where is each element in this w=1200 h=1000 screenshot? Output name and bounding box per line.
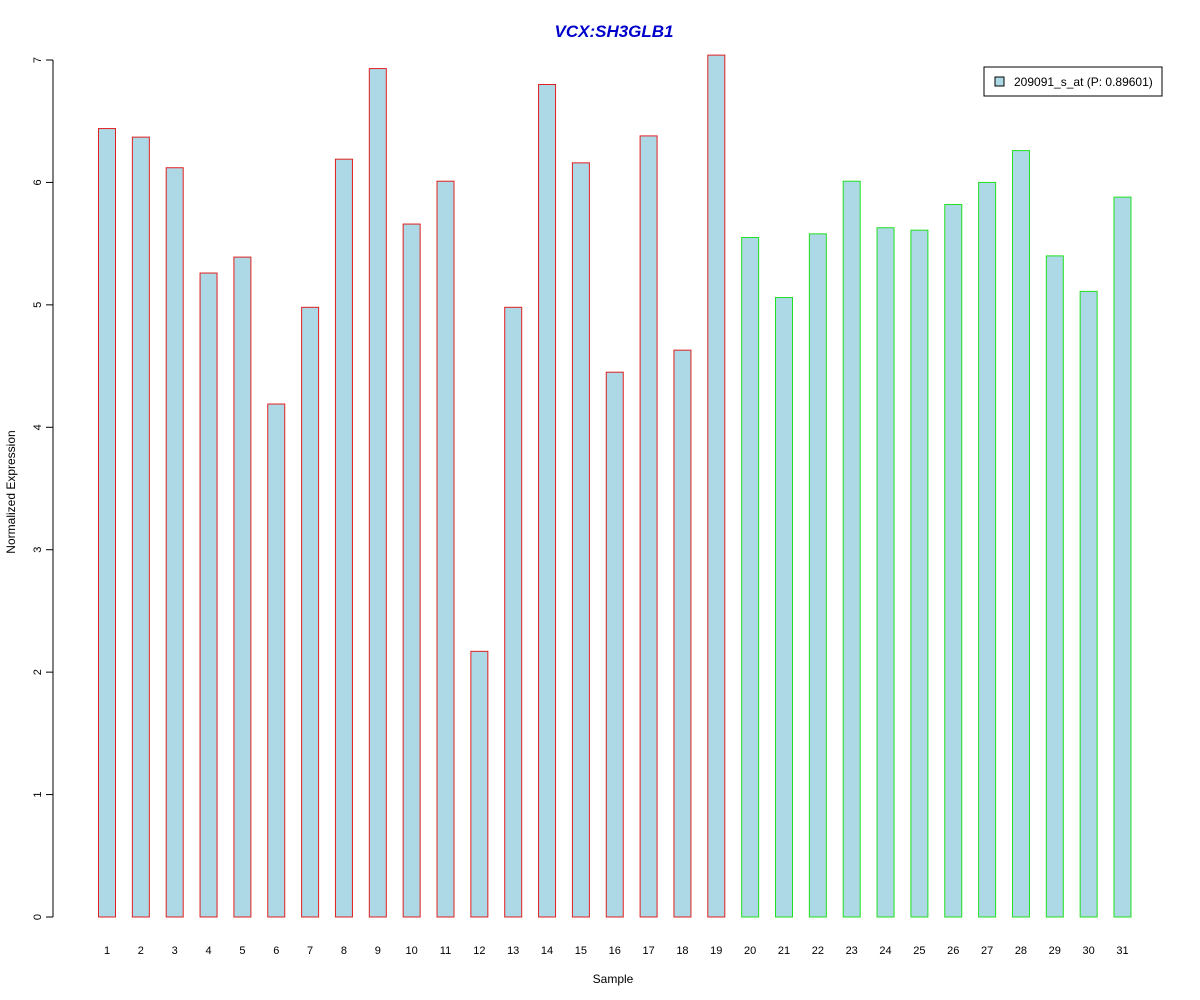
bar-sample-25 (910, 229, 929, 918)
x-tick-label: 10 (406, 945, 418, 957)
bar-sample-23 (842, 180, 861, 918)
x-tick-label: 24 (879, 945, 891, 957)
x-tick-label: 18 (676, 945, 688, 957)
x-tick-label: 13 (507, 945, 519, 957)
x-tick-label: 6 (273, 945, 279, 957)
x-tick-label: 16 (609, 945, 621, 957)
x-tick-label: 19 (710, 945, 722, 957)
bar-sample-26 (944, 203, 963, 918)
x-tick-label: 12 (473, 945, 485, 957)
x-axis-label: Sample (593, 972, 634, 986)
bar-sample-28 (1011, 150, 1030, 918)
x-tick-label: 14 (541, 945, 553, 957)
x-tick-label: 17 (642, 945, 654, 957)
y-tick-label: 0 (32, 914, 44, 920)
x-tick-label: 23 (846, 945, 858, 957)
x-tick-label: 20 (744, 945, 756, 957)
y-tick-label: 6 (32, 179, 44, 185)
x-tick-label: 27 (981, 945, 993, 957)
bar-sample-6 (267, 403, 286, 918)
legend-box (983, 66, 1163, 97)
x-tick-labels: 1 2 3 4 5 6 7 8 9 10 11 12 13 14 15 16 17 18 19 20 21 22 23 24 2… (104, 945, 1129, 957)
bar-sample-12 (470, 650, 489, 918)
bars (98, 54, 1132, 918)
bar-sample-20 (741, 237, 760, 918)
bar-sample-17 (639, 135, 658, 918)
bar-sample-8 (334, 158, 353, 918)
bar-sample-5 (233, 256, 252, 918)
y-tick-label: 3 (32, 547, 44, 553)
bar-sample-22 (808, 233, 827, 918)
x-tick-label: 5 (239, 945, 245, 957)
bar-sample-21 (775, 297, 793, 918)
bar-sample-9 (368, 68, 387, 918)
x-tick-label: 2 (138, 945, 144, 957)
bar-sample-24 (876, 227, 895, 918)
bar-sample-29 (1045, 255, 1064, 918)
x-tick-label: 8 (341, 945, 347, 957)
x-tick-label: 22 (812, 945, 824, 957)
y-tick-label: 2 (32, 669, 44, 675)
bar-sample-16 (605, 371, 624, 918)
bar-sample-30 (1079, 290, 1098, 918)
x-tick-label: 28 (1015, 945, 1027, 957)
bar-sample-15 (571, 162, 590, 918)
y-tick-label: 7 (32, 57, 44, 63)
x-tick-label: 11 (440, 945, 451, 957)
bar-sample-11 (436, 180, 455, 918)
bar-sample-2 (131, 136, 150, 918)
legend-swatch (994, 76, 1005, 87)
x-tick-label: 29 (1049, 945, 1061, 957)
bar-sample-27 (978, 181, 997, 918)
bar-sample-10 (402, 223, 421, 918)
bar-sample-18 (673, 349, 692, 918)
x-tick-label: 3 (172, 945, 178, 957)
y-tick-label: 1 (32, 792, 44, 798)
bar-sample-19 (707, 54, 726, 918)
bar-sample-14 (538, 83, 557, 918)
x-tick-label: 25 (913, 945, 925, 957)
x-tick-label: 15 (575, 945, 587, 957)
bar-sample-4 (199, 272, 218, 918)
y-tick-label: 4 (32, 424, 44, 430)
y-axis-label: Normalized Expression (4, 430, 18, 553)
y-axis: 0 1 2 3 4 5 6 7 (32, 57, 54, 920)
legend-label: 209091_s_at (P: 0.89601) (1014, 75, 1153, 89)
legend: 209091_s_at (P: 0.89601) (983, 66, 1163, 97)
x-tick-label: 7 (307, 945, 313, 957)
x-tick-label: 1 (104, 945, 110, 957)
bar-sample-31 (1113, 196, 1132, 918)
x-tick-label: 21 (778, 945, 790, 957)
x-tick-label: 30 (1083, 945, 1095, 957)
x-tick-label: 26 (947, 945, 959, 957)
y-tick-label: 5 (32, 302, 44, 308)
bar-sample-7 (301, 306, 320, 918)
bar-sample-13 (504, 306, 523, 918)
chart-title: VCX:SH3GLB1 (554, 22, 673, 41)
bar-sample-1 (98, 128, 116, 918)
x-tick-label: 4 (205, 945, 211, 957)
x-tick-label: 9 (375, 945, 381, 957)
bar-sample-3 (165, 167, 184, 918)
x-tick-label: 31 (1116, 945, 1128, 957)
